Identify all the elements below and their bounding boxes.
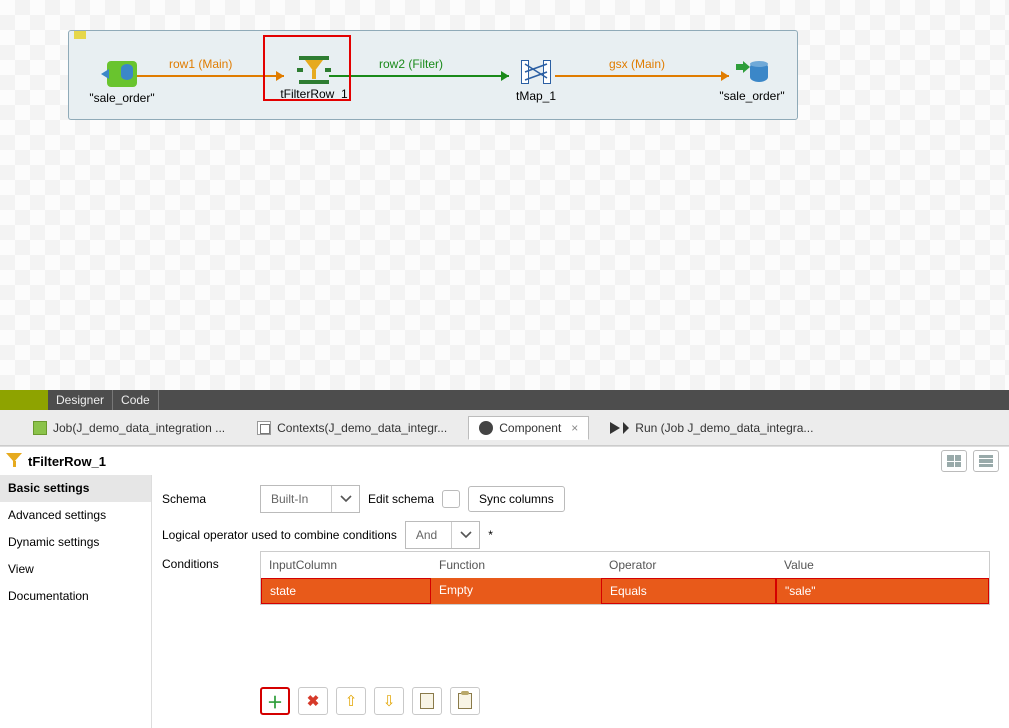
arrow-up-icon: ⇧ [345,692,358,710]
edit-schema-checkbox[interactable] [442,490,460,508]
tab-designer[interactable]: Designer [48,390,113,410]
col-operator[interactable]: Operator [601,552,776,578]
sidetab-advanced[interactable]: Advanced settings [0,502,151,529]
settings-side-tabs: Basic settings Advanced settings Dynamic… [0,475,152,728]
cell-inputcolumn[interactable]: state [261,578,431,604]
layout-rows-button[interactable] [973,450,999,472]
node-tmap-label: tMap_1 [501,89,571,103]
move-down-button[interactable]: ⇩ [374,687,404,715]
node-tmap[interactable]: tMap_1 [501,57,571,103]
col-inputcolumn[interactable]: InputColumn [261,552,431,578]
logical-op-label: Logical operator used to combine conditi… [162,528,397,542]
tab-code[interactable]: Code [113,390,159,410]
tmap-icon [521,58,551,86]
tab-job-label: Job(J_demo_data_integration ... [53,421,225,435]
col-value[interactable]: Value [776,552,989,578]
link-label-row1: row1 (Main) [169,57,232,71]
link-label-gsx: gsx (Main) [609,57,665,71]
job-icon [33,421,47,435]
add-row-button[interactable]: ＋ [260,687,290,715]
chevron-down-icon [451,522,479,548]
contexts-icon [257,421,271,435]
remove-row-button[interactable]: ✖ [298,687,328,715]
settings-form: Schema Built-In Edit schema Sync columns… [152,475,1009,728]
tab-component[interactable]: Component × [468,416,589,440]
db-input-icon [107,61,137,87]
tab-job[interactable]: Job(J_demo_data_integration ... [22,416,236,440]
required-mark: * [488,528,493,542]
table-row[interactable]: state Empty Equals "sale" [261,578,989,604]
schema-row: Schema Built-In Edit schema Sync columns [162,481,999,517]
table-toolbar: ＋ ✖ ⇧ ⇩ [162,679,999,715]
plus-icon: ＋ [267,689,283,713]
conditions-label: Conditions [162,557,252,571]
paste-button[interactable] [450,687,480,715]
tab-run-label: Run (Job J_demo_data_integra... [635,421,813,435]
logical-op-select[interactable]: And [405,521,480,549]
chevron-down-icon [331,486,359,512]
run-icon [610,422,620,434]
node-db-input-label: "sale_order" [79,91,165,105]
db-output-icon [736,58,768,86]
close-icon[interactable]: × [571,421,578,435]
conditions-table-header: InputColumn Function Operator Value [261,552,989,578]
paste-icon [458,693,472,709]
copy-button[interactable] [412,687,442,715]
component-icon [479,421,493,435]
mode-bar-accent [0,390,48,410]
selection-box [263,35,351,101]
cell-value[interactable]: "sale" [776,578,989,604]
panel-header: tFilterRow_1 [0,447,1009,475]
cell-function[interactable]: Empty [431,578,601,604]
move-up-button[interactable]: ⇧ [336,687,366,715]
subjob-container: row1 (Main) row2 (Filter) gsx (Main) "sa… [68,30,798,120]
layout-grid-button[interactable] [941,450,967,472]
link-label-row2: row2 (Filter) [379,57,443,71]
cell-operator[interactable]: Equals [601,578,776,604]
logical-op-row: Logical operator used to combine conditi… [162,517,999,553]
sidetab-view[interactable]: View [0,556,151,583]
arrow-down-icon: ⇩ [383,692,396,710]
schema-select[interactable]: Built-In [260,485,360,513]
bottom-view-tabs: Job(J_demo_data_integration ... Contexts… [0,410,1009,446]
tab-contexts[interactable]: Contexts(J_demo_data_integr... [246,416,458,440]
links-layer [69,31,799,121]
node-db-output-label: "sale_order" [709,89,795,103]
component-panel: tFilterRow_1 Basic settings Advanced set… [0,446,1009,727]
tab-contexts-label: Contexts(J_demo_data_integr... [277,421,447,435]
sidetab-dynamic[interactable]: Dynamic settings [0,529,151,556]
run-icon-2 [623,422,629,434]
cross-icon: ✖ [307,692,320,710]
node-db-output[interactable]: "sale_order" [709,57,795,103]
conditions-table: InputColumn Function Operator Value stat… [260,551,990,605]
schema-select-value: Built-In [261,492,331,506]
logical-op-value: And [406,528,451,542]
edit-schema-label: Edit schema [368,492,434,506]
copy-icon [420,693,434,709]
node-db-input[interactable]: "sale_order" [79,59,165,105]
tab-run[interactable]: Run (Job J_demo_data_integra... [599,416,824,440]
tab-component-label: Component [499,421,561,435]
panel-title: tFilterRow_1 [28,454,106,469]
sidetab-basic[interactable]: Basic settings [0,475,151,502]
col-function[interactable]: Function [431,552,601,578]
sync-columns-button[interactable]: Sync columns [468,486,565,512]
filter-mini-icon [6,453,22,469]
sidetab-doc[interactable]: Documentation [0,583,151,610]
schema-label: Schema [162,492,252,506]
mode-bar: Designer Code [0,390,1009,410]
design-canvas[interactable]: row1 (Main) row2 (Filter) gsx (Main) "sa… [0,0,1009,390]
